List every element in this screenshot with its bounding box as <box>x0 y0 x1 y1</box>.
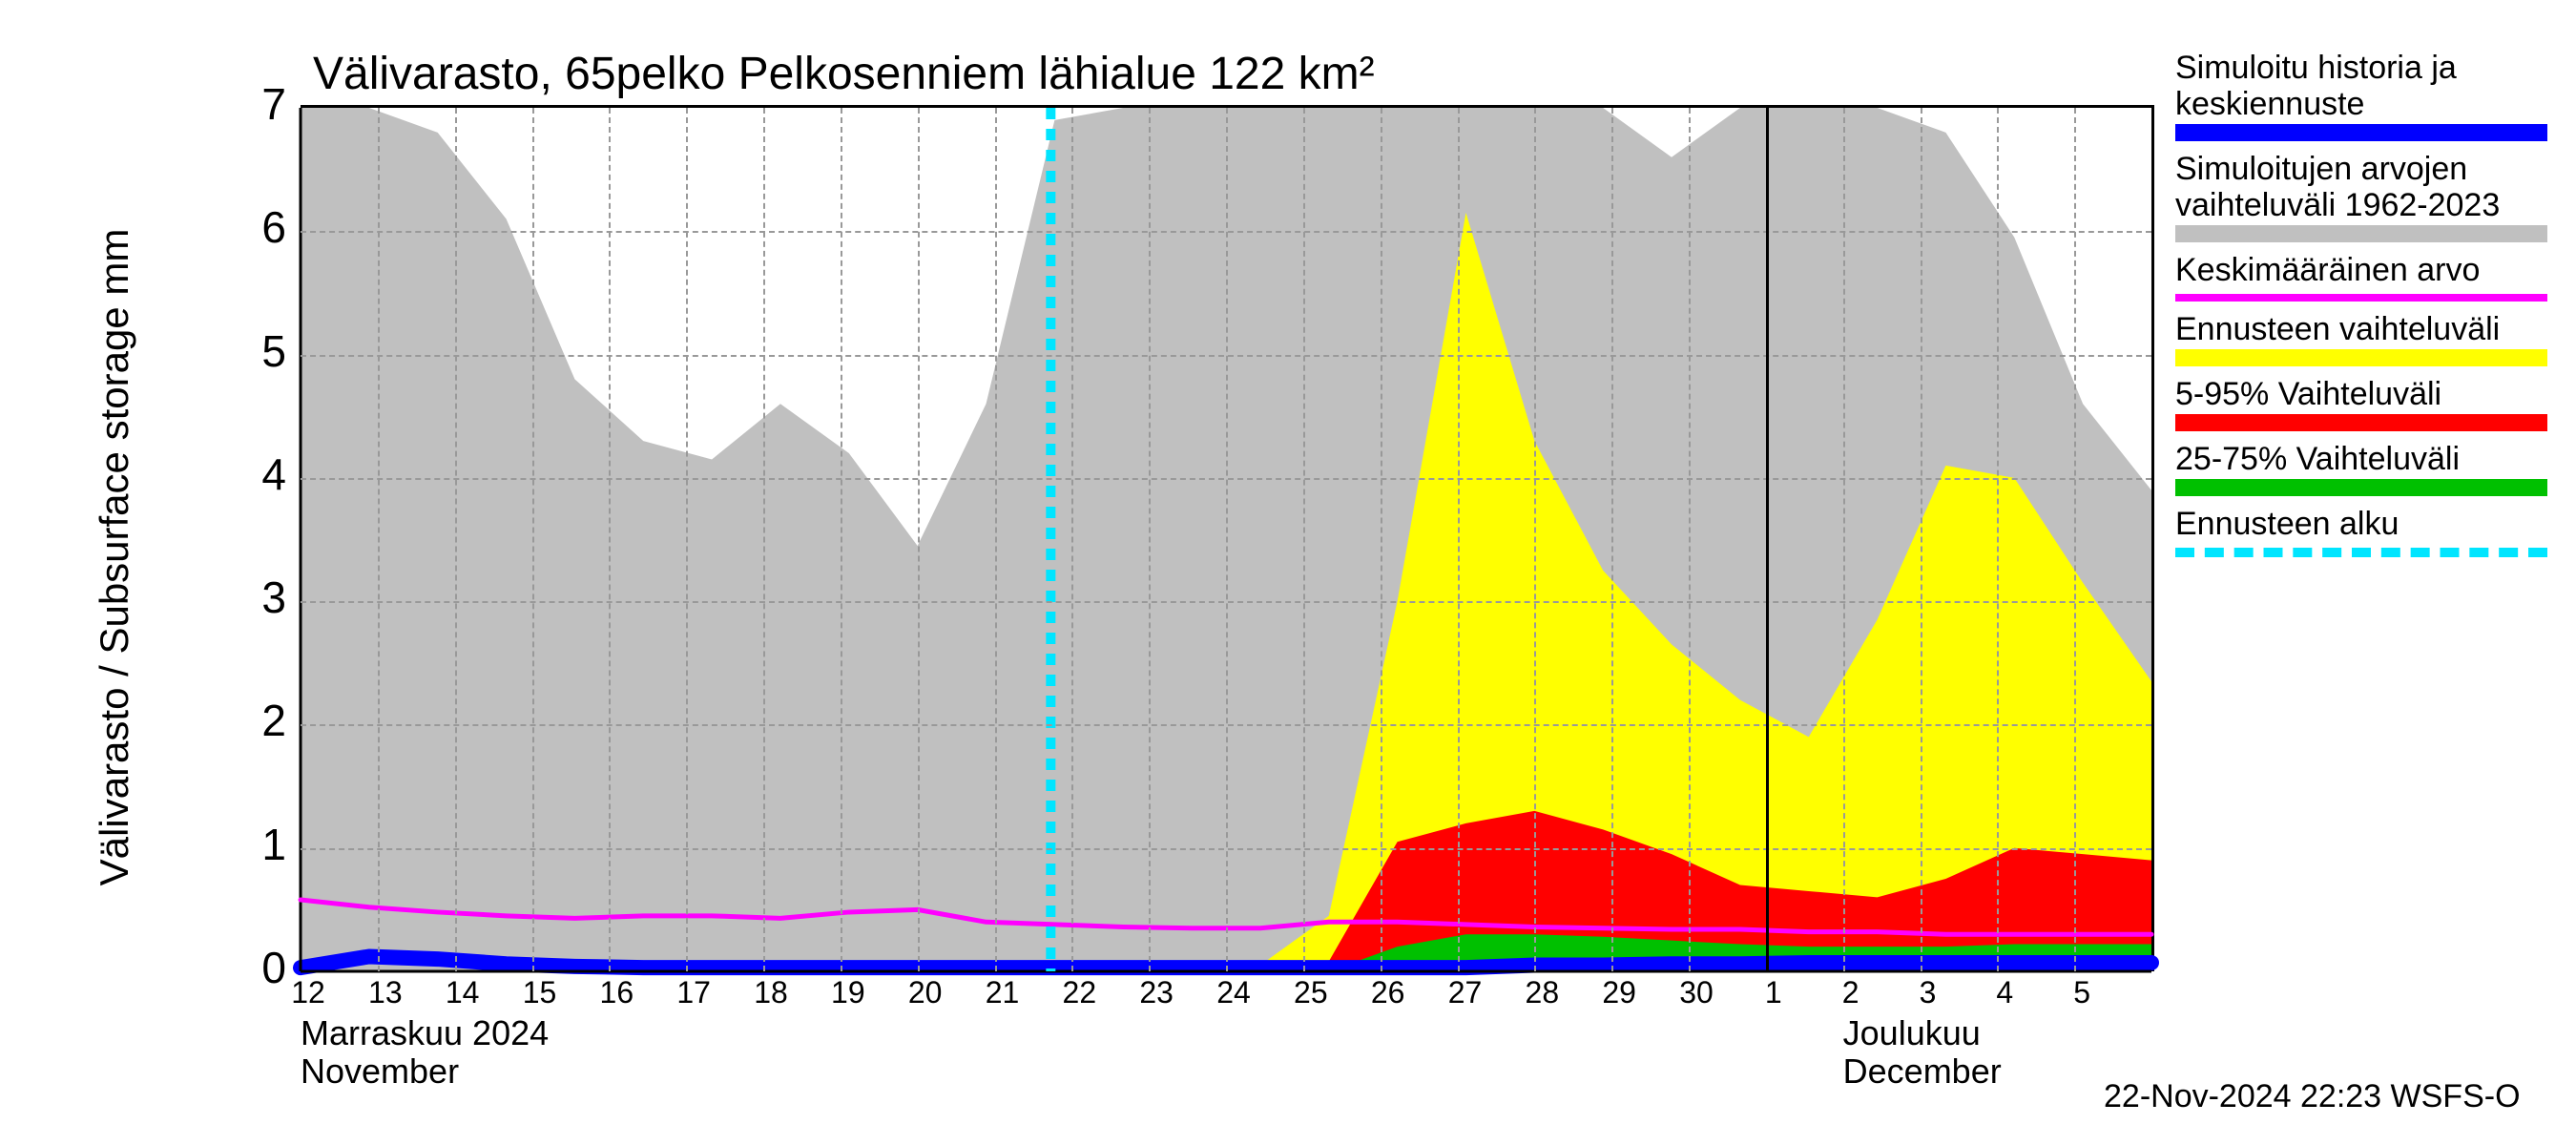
grid-line-v <box>1071 108 1073 971</box>
x-tick-label: 21 <box>974 975 1031 1010</box>
x-tick-label: 13 <box>357 975 414 1010</box>
legend-swatch <box>2175 124 2547 141</box>
grid-line-v <box>1226 108 1228 971</box>
x-tick-label: 16 <box>588 975 645 1010</box>
legend-label: Keskimääräinen arvo <box>2175 252 2557 288</box>
x-tick-label: 22 <box>1050 975 1108 1010</box>
y-tick-label: 1 <box>210 819 286 870</box>
grid-line-v <box>918 108 920 971</box>
legend-swatch <box>2175 414 2547 431</box>
grid-line-v <box>455 108 457 971</box>
x-tick-label: 5 <box>2053 975 2110 1010</box>
chart-title: Välivarasto, 65pelko Pelkosenniem lähial… <box>313 48 1375 100</box>
legend: Simuloitu historia jakeskiennusteSimuloi… <box>2175 50 2557 567</box>
legend-label: Ennusteen vaihteluväli <box>2175 311 2557 347</box>
legend-label: Simuloitu historia ja <box>2175 50 2557 86</box>
x-tick-label: 1 <box>1745 975 1802 1010</box>
legend-label: vaihteluväli 1962-2023 <box>2175 187 2557 223</box>
y-tick-label: 5 <box>210 325 286 377</box>
x-tick-label: 20 <box>897 975 954 1010</box>
grid-line-v <box>1997 108 1999 971</box>
y-tick-label: 6 <box>210 201 286 253</box>
grid-line-v <box>1921 108 1922 971</box>
legend-item: 5-95% Vaihteluväli <box>2175 376 2557 431</box>
month-divider <box>1766 108 1769 971</box>
legend-swatch <box>2175 479 2547 496</box>
legend-swatch <box>2175 294 2547 302</box>
x-tick-label: 27 <box>1437 975 1494 1010</box>
x-tick-label: 30 <box>1668 975 1725 1010</box>
grid-line-v <box>1458 108 1460 971</box>
x-tick-label: 18 <box>742 975 800 1010</box>
x-tick-label: 26 <box>1360 975 1417 1010</box>
grid-line-v <box>1689 108 1691 971</box>
x-tick-label: 17 <box>665 975 722 1010</box>
grid-line-v <box>609 108 611 971</box>
grid-line-v <box>763 108 765 971</box>
y-tick-label: 7 <box>210 78 286 130</box>
x-tick-label: 24 <box>1205 975 1262 1010</box>
month-label: December <box>1843 1051 2002 1092</box>
timestamp: 22-Nov-2024 22:23 WSFS-O <box>2104 1078 2521 1115</box>
legend-label: Ennusteen alku <box>2175 506 2557 542</box>
legend-item: Ennusteen alku <box>2175 506 2557 557</box>
month-label: Joulukuu <box>1843 1013 1981 1053</box>
x-tick-label: 3 <box>1900 975 1957 1010</box>
month-label: Marraskuu 2024 <box>301 1013 549 1053</box>
x-tick-label: 29 <box>1590 975 1648 1010</box>
legend-item: Simuloitu historia jakeskiennuste <box>2175 50 2557 141</box>
x-tick-label: 14 <box>434 975 491 1010</box>
x-tick-label: 19 <box>820 975 877 1010</box>
grid-line-v <box>686 108 688 971</box>
grid-line-v <box>378 108 380 971</box>
legend-swatch <box>2175 349 2547 366</box>
y-axis-label: Välivarasto / Subsurface storage mm <box>92 176 137 939</box>
x-tick-label: 12 <box>280 975 337 1010</box>
legend-label: 25-75% Vaihteluväli <box>2175 441 2557 477</box>
legend-item: 25-75% Vaihteluväli <box>2175 441 2557 496</box>
x-tick-label: 2 <box>1822 975 1880 1010</box>
x-tick-label: 25 <box>1282 975 1340 1010</box>
grid-line-v <box>1843 108 1845 971</box>
legend-label: 5-95% Vaihteluväli <box>2175 376 2557 412</box>
y-tick-label: 3 <box>210 572 286 623</box>
grid-line-v <box>1611 108 1613 971</box>
grid-line-v <box>1303 108 1305 971</box>
grid-line-v <box>841 108 842 971</box>
legend-label: Simuloitujen arvojen <box>2175 151 2557 187</box>
grid-line-v <box>1149 108 1151 971</box>
grid-line-v <box>1534 108 1536 971</box>
legend-item: Ennusteen vaihteluväli <box>2175 311 2557 366</box>
legend-item: Simuloitujen arvojenvaihteluväli 1962-20… <box>2175 151 2557 242</box>
month-label: November <box>301 1051 459 1092</box>
x-tick-label: 28 <box>1513 975 1570 1010</box>
legend-swatch <box>2175 548 2547 557</box>
x-tick-label: 15 <box>511 975 569 1010</box>
x-tick-label: 23 <box>1128 975 1185 1010</box>
grid-line-v <box>995 108 997 971</box>
grid-line-v <box>532 108 534 971</box>
grid-line-v <box>2074 108 2076 971</box>
y-tick-label: 4 <box>210 448 286 500</box>
legend-label: keskiennuste <box>2175 86 2557 122</box>
legend-swatch <box>2175 225 2547 242</box>
plot-area <box>301 105 2154 971</box>
legend-item: Keskimääräinen arvo <box>2175 252 2557 302</box>
y-tick-label: 2 <box>210 695 286 746</box>
x-tick-label: 4 <box>1976 975 2033 1010</box>
grid-line-v <box>1381 108 1382 971</box>
y-tick-label: 0 <box>210 942 286 993</box>
